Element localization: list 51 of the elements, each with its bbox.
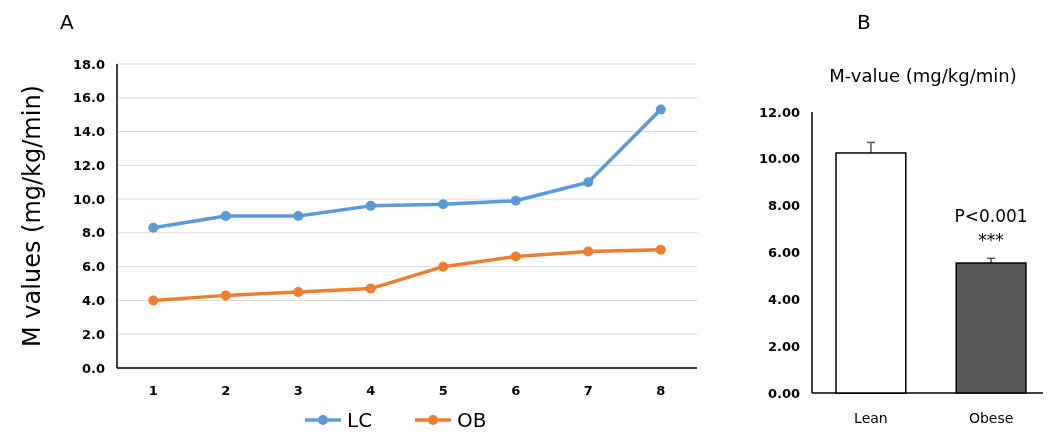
point [438, 261, 449, 272]
y-tick-label: 8.00 [767, 198, 800, 214]
y-tick-label: 4.0 [81, 292, 105, 308]
y-tick-label: 0.00 [767, 385, 800, 401]
point [510, 195, 521, 206]
y-tick-label: 6.00 [767, 245, 800, 261]
point [293, 211, 304, 221]
chart-subtitle: M-value (mg/kg/min) [829, 65, 1017, 87]
point [220, 211, 231, 221]
y-tick-label: 2.00 [767, 338, 800, 354]
y-tick-label: 14.0 [72, 124, 105, 140]
annotation: P<0.001 [954, 206, 1028, 227]
chart-title: B [857, 10, 871, 34]
x-tick-label: Obese [968, 409, 1014, 426]
x-tick-label: 2 [221, 382, 231, 398]
point [510, 251, 521, 262]
y-tick-label: 4.00 [767, 291, 800, 307]
point [438, 199, 449, 210]
x-tick-label: 5 [438, 382, 448, 398]
y-tick-label: 2.0 [81, 326, 105, 342]
y-tick-label: 10.0 [72, 191, 105, 207]
y-tick-label: 10.00 [758, 151, 800, 167]
y-tick-label: 8.0 [81, 225, 105, 241]
annotation: *** [978, 230, 1004, 251]
y-axis-title: M values (mg/kg/min) [18, 85, 47, 347]
point [655, 104, 666, 115]
x-tick-label: Lean [854, 409, 888, 426]
point [148, 222, 159, 233]
point [220, 290, 231, 301]
point [583, 246, 594, 257]
legend-label: LC [347, 408, 373, 432]
point [583, 177, 594, 188]
y-tick-label: 18.0 [72, 56, 105, 72]
point [655, 244, 666, 255]
point [293, 287, 304, 297]
y-tick-label: 6.0 [81, 259, 105, 275]
point [148, 295, 159, 306]
y-tick-label: 12.00 [758, 104, 800, 120]
y-tick-label: 0.0 [81, 360, 105, 376]
x-tick-label: 7 [583, 382, 593, 398]
y-tick-label: 12.0 [72, 157, 105, 173]
x-tick-label: 1 [148, 382, 158, 398]
legend-label: OB [457, 408, 487, 432]
point [365, 283, 376, 294]
x-tick-label: 3 [293, 382, 303, 398]
x-tick-label: 6 [511, 382, 521, 398]
point [365, 200, 376, 211]
x-tick-label: 8 [656, 382, 666, 398]
y-tick-label: 16.0 [72, 90, 105, 106]
chart-title: A [60, 10, 74, 34]
x-tick-label: 4 [366, 382, 376, 398]
